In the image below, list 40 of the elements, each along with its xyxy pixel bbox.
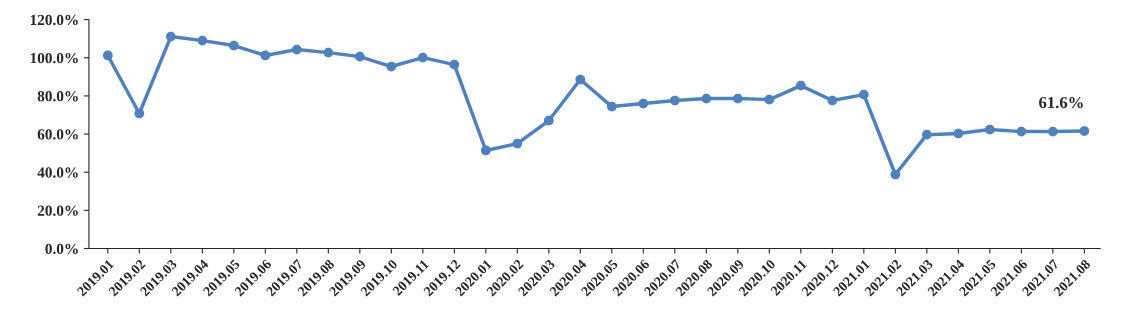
data-label: 61.6% [1039,96,1083,109]
point [480,145,491,156]
y-tick-label: 100.0% [30,52,78,64]
point [1016,126,1027,137]
point [764,94,775,105]
point [543,115,554,126]
point [858,89,869,100]
y-tick-label: 60.0% [37,129,78,140]
point [984,124,995,135]
point [228,40,239,51]
point [417,52,428,63]
y-tick-label: 0.0% [45,243,78,255]
point [1079,126,1090,136]
point [732,93,743,104]
point [890,169,901,180]
point [134,108,145,119]
y-tick-label: 80.0% [37,91,78,102]
point [449,59,460,70]
point [638,98,649,109]
point [921,129,932,140]
point [669,95,680,106]
point [102,50,113,61]
point [606,101,617,112]
point [953,128,964,139]
point [291,44,302,55]
point [165,31,176,42]
point [197,35,208,46]
point [827,95,838,106]
point [260,50,271,61]
point [323,47,334,58]
point [354,51,365,62]
y-tick-label: 40.0% [37,167,78,178]
point [795,80,806,91]
point [512,138,523,149]
y-tick-label: 20.0% [37,205,78,216]
point [575,74,586,85]
point [386,61,397,72]
point [701,93,712,104]
y-tick-label: 120.0% [30,14,78,26]
point [1047,126,1058,137]
